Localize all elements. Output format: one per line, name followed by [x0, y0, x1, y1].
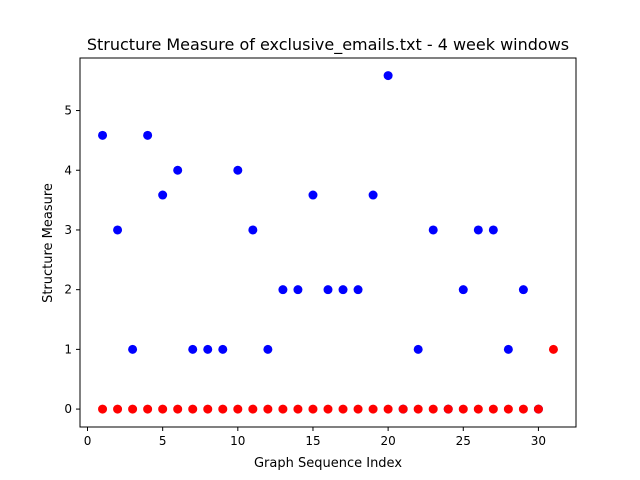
- data-point-red: [188, 404, 198, 414]
- y-tick-label: 0: [64, 402, 72, 416]
- data-point-blue: [488, 225, 498, 235]
- data-point-red: [143, 404, 153, 414]
- data-point-red: [353, 404, 363, 414]
- data-point-blue: [98, 130, 108, 140]
- data-point-red: [383, 404, 393, 414]
- data-point-blue: [473, 225, 483, 235]
- data-point-red: [173, 404, 183, 414]
- y-tick-label: 2: [64, 283, 72, 297]
- data-point-red: [428, 404, 438, 414]
- data-point-blue: [293, 285, 303, 295]
- data-point-blue: [458, 285, 468, 295]
- y-tick-label: 4: [64, 163, 72, 177]
- data-point-red: [248, 404, 258, 414]
- data-point-red: [308, 404, 318, 414]
- data-point-red: [278, 404, 288, 414]
- data-point-red: [233, 404, 243, 414]
- data-point-blue: [128, 344, 138, 354]
- data-point-blue: [503, 344, 513, 354]
- x-axis-ticks: 0 5 10 15 20 25 30: [84, 427, 546, 448]
- data-point-red: [443, 404, 453, 414]
- x-tick-label: 15: [305, 434, 320, 448]
- data-point-blue: [173, 165, 183, 175]
- data-point-red: [203, 404, 213, 414]
- data-point-blue: [188, 344, 198, 354]
- data-point-red: [323, 404, 333, 414]
- chart-title: Structure Measure of exclusive_emails.tx…: [87, 35, 569, 55]
- data-point-red: [503, 404, 513, 414]
- x-axis-label: Graph Sequence Index: [254, 456, 402, 471]
- data-point-red: [413, 404, 423, 414]
- data-point-red: [218, 404, 228, 414]
- data-point-blue: [338, 285, 348, 295]
- data-point-blue: [158, 190, 168, 200]
- data-point-red: [473, 404, 483, 414]
- data-point-blue: [143, 130, 153, 140]
- data-point-blue: [413, 344, 423, 354]
- data-point-blue: [113, 225, 123, 235]
- data-point-red: [293, 404, 303, 414]
- data-point-blue: [368, 190, 378, 200]
- data-point-red: [398, 404, 408, 414]
- x-tick-label: 30: [531, 434, 546, 448]
- data-point-blue: [218, 344, 228, 354]
- data-point-blue: [353, 285, 363, 295]
- x-tick-label: 25: [456, 434, 471, 448]
- data-point-red: [518, 404, 528, 414]
- y-tick-label: 5: [64, 104, 72, 118]
- data-point-blue: [278, 285, 288, 295]
- x-tick-label: 5: [159, 434, 167, 448]
- data-point-red: [158, 404, 168, 414]
- plot-area: [98, 71, 558, 414]
- data-point-blue: [263, 344, 273, 354]
- data-point-blue: [248, 225, 258, 235]
- data-point-red: [533, 404, 543, 414]
- data-point-red: [488, 404, 498, 414]
- data-point-red: [128, 404, 138, 414]
- x-tick-label: 0: [84, 434, 92, 448]
- y-tick-label: 1: [64, 342, 72, 356]
- plot-frame: [79, 57, 577, 428]
- data-point-blue: [428, 225, 438, 235]
- y-tick-label: 3: [64, 223, 72, 237]
- data-point-blue: [383, 71, 393, 81]
- data-point-red: [338, 404, 348, 414]
- data-point-red: [548, 344, 558, 354]
- data-point-red: [98, 404, 108, 414]
- data-point-blue: [233, 165, 243, 175]
- data-point-blue: [308, 190, 318, 200]
- data-point-red: [113, 404, 123, 414]
- data-point-red: [263, 404, 273, 414]
- y-axis-label: Structure Measure: [41, 183, 56, 303]
- data-point-blue: [323, 285, 333, 295]
- data-point-blue: [203, 344, 213, 354]
- data-point-blue: [518, 285, 528, 295]
- y-axis-ticks: 0 1 2 3 4 5: [64, 104, 80, 416]
- data-point-red: [368, 404, 378, 414]
- x-tick-label: 20: [380, 434, 395, 448]
- x-tick-label: 10: [230, 434, 245, 448]
- data-point-red: [458, 404, 468, 414]
